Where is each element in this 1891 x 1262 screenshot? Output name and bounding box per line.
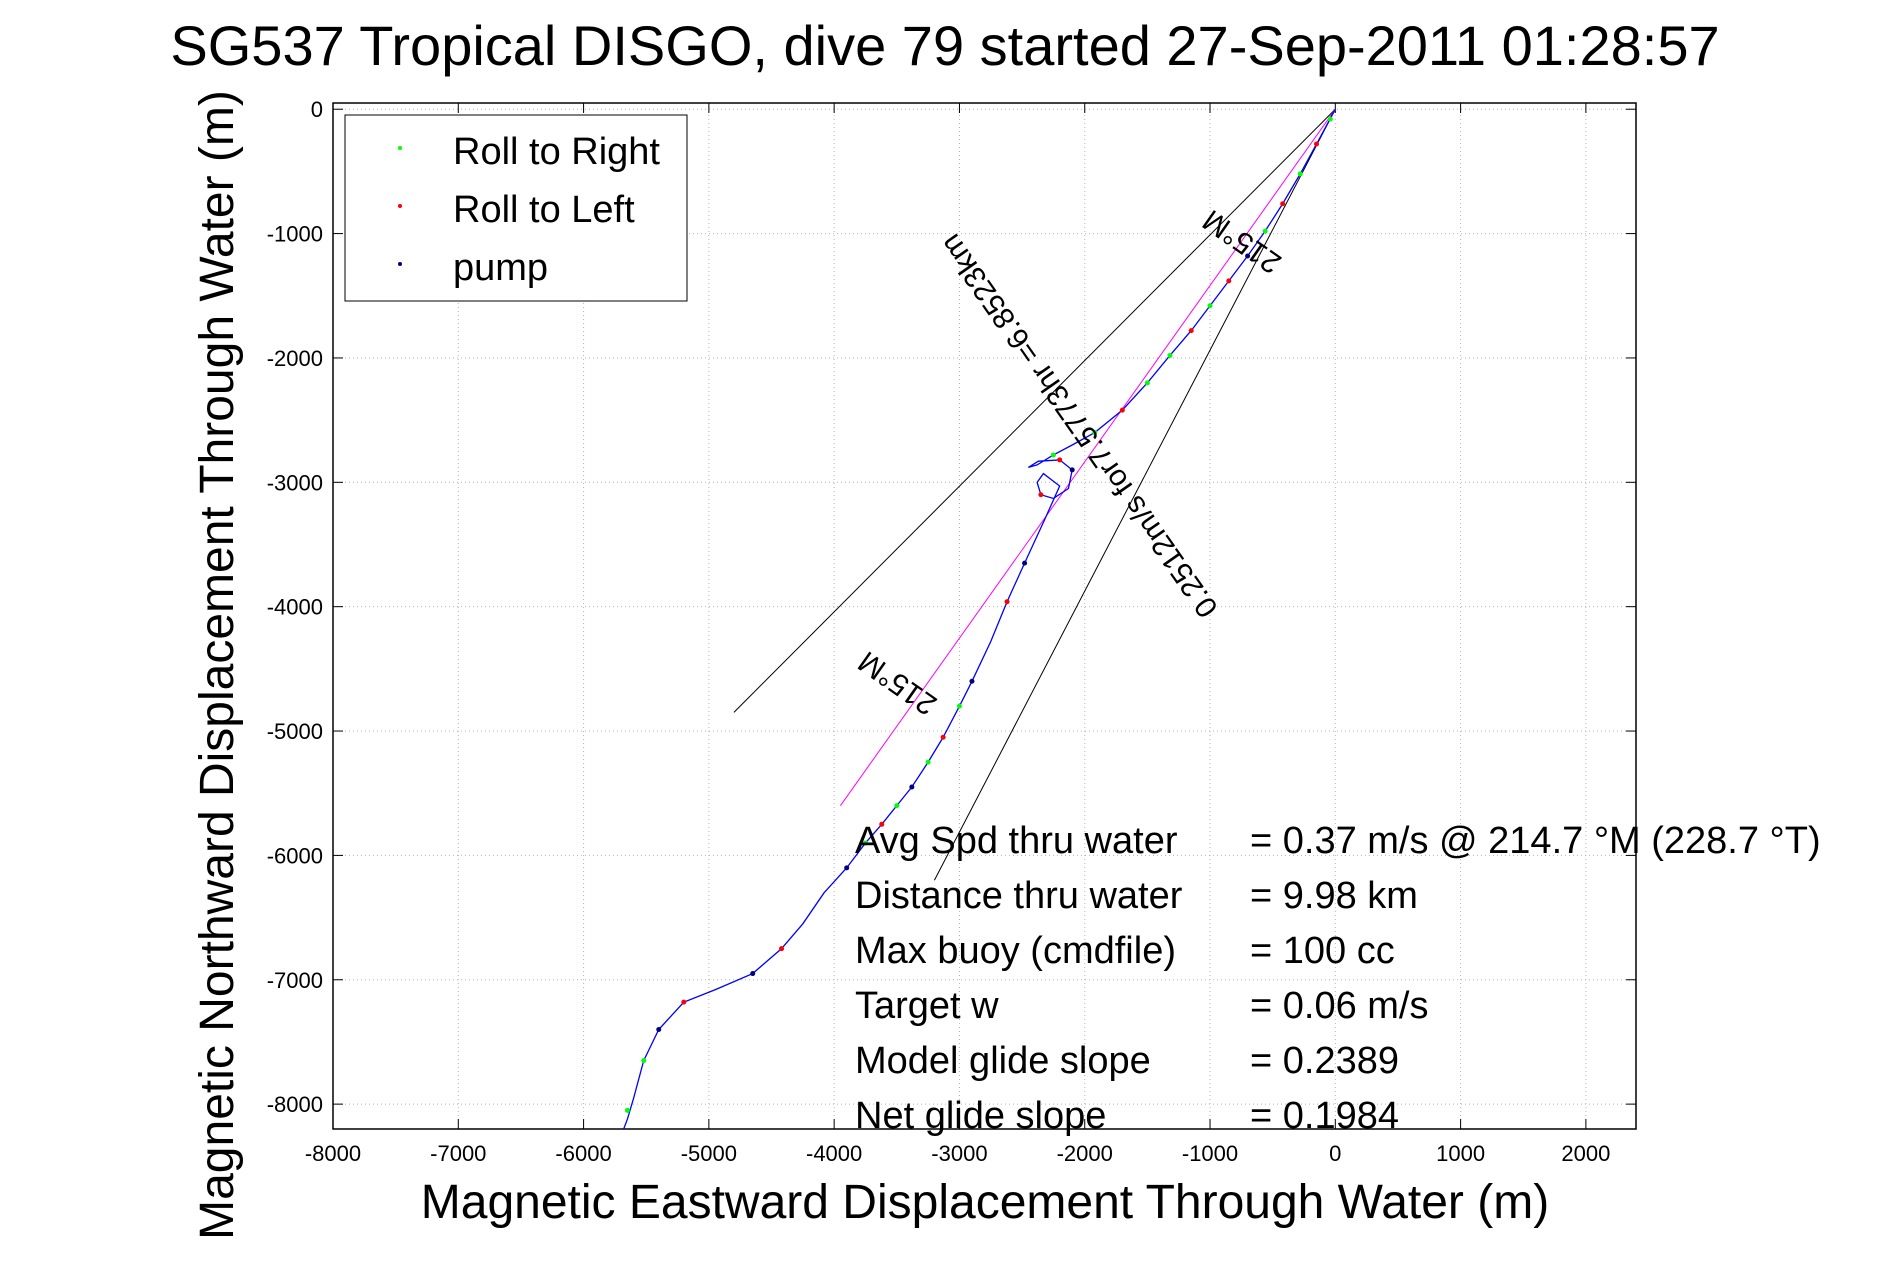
pump-point	[1069, 467, 1075, 473]
x-tick-label: -7000	[430, 1141, 486, 1166]
stat-value: = 100 cc	[1250, 930, 1395, 972]
pump-point	[1245, 253, 1251, 259]
bearing-guide-line	[733, 108, 1336, 713]
roll-to-left-point	[1314, 141, 1320, 147]
x-tick-label: -6000	[555, 1141, 611, 1166]
chart-title: SG537 Tropical DISGO, dive 79 started 27…	[170, 14, 1719, 77]
y-tick-label: -3000	[267, 470, 323, 495]
legend-marker	[398, 146, 402, 150]
x-tick-label: -8000	[305, 1141, 361, 1166]
y-axis-label: Magnetic Northward Displacement Through …	[191, 90, 244, 1240]
stat-label: Net glide slope	[855, 1095, 1106, 1137]
roll-to-right-point	[1050, 452, 1056, 458]
roll-to-right-point	[925, 759, 931, 765]
roll-to-left-point	[779, 946, 785, 952]
legend-marker	[398, 262, 402, 266]
roll-to-right-point	[894, 803, 900, 809]
roll-to-left-point	[1119, 407, 1125, 413]
stat-label: Distance thru water	[855, 875, 1183, 917]
bearing-guide-line	[840, 108, 1336, 806]
roll-to-left-point	[1057, 457, 1063, 463]
track-line	[623, 108, 1336, 1130]
roll-to-right-point	[641, 1058, 647, 1064]
roll-to-left-point	[1226, 278, 1232, 284]
legend-label: Roll to Left	[453, 189, 635, 231]
y-tick-label: -6000	[267, 843, 323, 868]
pump-point	[1022, 560, 1028, 566]
stat-label: Model glide slope	[855, 1040, 1151, 1082]
roll-to-right-point	[1092, 430, 1098, 436]
y-tick-label: -8000	[267, 1092, 323, 1117]
y-axis-ticks: 0 -1000 -2000 -3000 -4000 -5000 -6000 -7000 -800…	[267, 97, 1636, 1117]
roll-to-right-point	[862, 840, 868, 846]
pump-point	[656, 1027, 662, 1033]
roll-to-left-point	[681, 999, 687, 1005]
x-axis-ticks: -8000 -7000 -6000 -5000 -4000 -3000 -2000 -1000…	[305, 103, 1610, 1166]
y-tick-label: -5000	[267, 719, 323, 744]
roll-to-right-point	[1207, 303, 1213, 309]
y-tick-label: 0	[311, 97, 323, 122]
roll-to-left-point	[940, 734, 946, 740]
legend-label: Roll to Right	[453, 131, 660, 173]
stat-label: Target w	[855, 985, 999, 1027]
stat-label: Max buoy (cmdfile)	[855, 930, 1176, 972]
legend-label: pump	[453, 247, 548, 289]
y-tick-label: -4000	[267, 595, 323, 620]
roll-to-left-point	[879, 821, 885, 827]
plot-area	[332, 102, 1637, 1130]
roll-to-right-point	[1144, 380, 1150, 386]
y-tick-label: -2000	[267, 346, 323, 371]
x-tick-label: -2000	[1057, 1141, 1113, 1166]
roll-to-left-point	[1188, 328, 1194, 334]
x-tick-label: -1000	[1182, 1141, 1238, 1166]
roll-to-left-point	[1038, 492, 1044, 498]
stat-value: = 0.2389	[1250, 1040, 1399, 1082]
roll-to-right-point	[1297, 171, 1303, 177]
stats-box: Avg Spd thru water = 0.37 m/s @ 214.7 °M …	[855, 820, 1821, 1137]
roll-to-right-point	[1167, 352, 1173, 358]
bearing-guide-line	[933, 108, 1336, 881]
roll-to-right-point	[1262, 228, 1268, 234]
stat-value: = 0.37 m/s @ 214.7 °M (228.7 °T)	[1250, 820, 1821, 862]
x-tick-label: 2000	[1561, 1141, 1610, 1166]
y-tick-label: -1000	[267, 222, 323, 247]
x-tick-label: -5000	[681, 1141, 737, 1166]
y-tick-label: -7000	[267, 968, 323, 993]
stat-value: = 0.1984	[1250, 1095, 1399, 1137]
x-tick-label: -3000	[931, 1141, 987, 1166]
legend: Roll to Right Roll to Left pump	[344, 114, 688, 302]
roll-to-right-point	[1327, 116, 1333, 122]
guide-lines	[733, 108, 1336, 881]
pump-point	[969, 678, 975, 684]
pump-point	[844, 865, 850, 871]
roll-to-right-point	[956, 703, 962, 709]
x-tick-label: -4000	[806, 1141, 862, 1166]
pump-point	[909, 784, 915, 790]
legend-marker	[398, 204, 402, 208]
stat-value: = 9.98 km	[1250, 875, 1418, 917]
x-axis-label: Magnetic Eastward Displacement Through W…	[421, 1176, 1549, 1229]
pump-point	[750, 971, 756, 977]
roll-to-left-point	[1280, 201, 1286, 207]
legend-box	[344, 114, 688, 302]
roll-to-left-point	[1004, 599, 1010, 605]
roll-to-right-point	[624, 1107, 630, 1113]
x-tick-label: 1000	[1436, 1141, 1485, 1166]
x-tick-label: 0	[1329, 1141, 1341, 1166]
stat-label: Avg Spd thru water	[855, 820, 1178, 862]
stat-value: = 0.06 m/s	[1250, 985, 1428, 1027]
series-layer	[623, 108, 1336, 1130]
